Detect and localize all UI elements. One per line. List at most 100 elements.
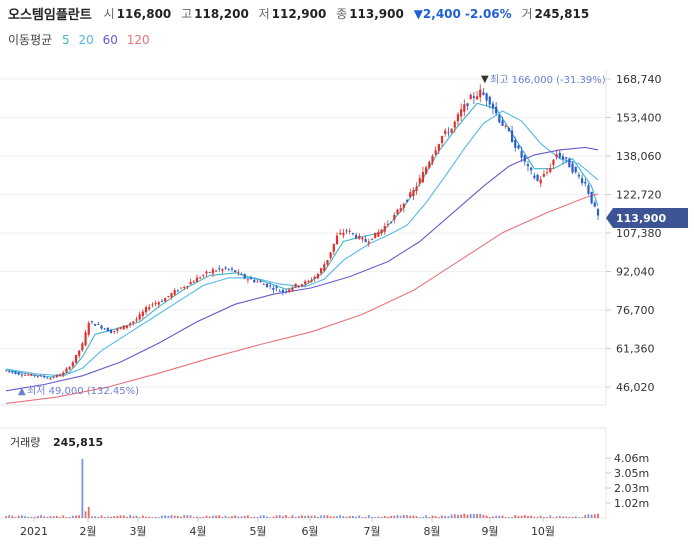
candle xyxy=(214,269,218,272)
volume-bar xyxy=(192,517,195,518)
volume-title: 거래량 245,815 xyxy=(10,436,103,449)
candle xyxy=(539,176,542,188)
candle xyxy=(52,376,55,379)
open-label: 시 xyxy=(103,7,115,21)
volume-bar xyxy=(568,516,571,518)
candle-body xyxy=(380,229,383,234)
volume-bar xyxy=(126,516,128,518)
volume-bar xyxy=(383,516,386,518)
volume-bar xyxy=(409,515,412,518)
candle-body xyxy=(561,156,565,160)
volume-bar xyxy=(434,516,437,518)
candle xyxy=(488,95,491,109)
candle-body xyxy=(335,235,339,245)
candle xyxy=(106,327,109,332)
low-marker-icon: ▲ xyxy=(18,386,26,397)
volume-bar xyxy=(495,515,498,518)
candle xyxy=(272,285,275,294)
ma-line-20 xyxy=(5,110,599,377)
candle-body xyxy=(450,128,453,133)
candle xyxy=(517,144,520,150)
volume-bar xyxy=(164,515,167,518)
volume-bar xyxy=(352,515,354,518)
candle xyxy=(565,157,568,164)
candle xyxy=(294,283,297,289)
candle xyxy=(59,373,62,377)
y-tick-label: 76,700 xyxy=(616,304,655,317)
volume-bar xyxy=(387,516,389,518)
candle xyxy=(520,146,523,162)
candle-body xyxy=(539,179,542,184)
volume-bar xyxy=(431,515,434,518)
candle-body xyxy=(495,106,498,114)
candle xyxy=(552,159,555,170)
volume-bar xyxy=(539,515,542,518)
candle xyxy=(116,327,119,334)
candle-body xyxy=(425,167,428,174)
volume-bar xyxy=(266,516,268,518)
volume-bar xyxy=(157,517,160,518)
volume-bar xyxy=(530,515,533,518)
candle xyxy=(186,285,189,290)
candle xyxy=(17,371,20,376)
volume-bar xyxy=(406,515,408,518)
volume-bar xyxy=(231,516,233,518)
candle xyxy=(361,236,364,243)
ma-line-5 xyxy=(5,102,599,378)
volume-tick-label: 2.03m xyxy=(614,482,649,495)
candle-body xyxy=(265,283,269,287)
volume-bar xyxy=(256,517,259,518)
candle xyxy=(46,376,49,379)
candle xyxy=(240,272,243,275)
low-label: 저 xyxy=(258,7,270,21)
candle xyxy=(577,172,581,179)
candle xyxy=(256,279,259,283)
candle-body xyxy=(466,103,469,107)
volume-bar xyxy=(437,516,440,518)
candle xyxy=(208,271,211,274)
ma-5-label[interactable]: 5 xyxy=(62,33,70,47)
candle-body xyxy=(358,235,361,239)
candle xyxy=(192,280,195,283)
candle xyxy=(313,275,316,282)
candle xyxy=(164,297,167,302)
volume-bar xyxy=(418,517,421,518)
candle-body xyxy=(558,152,561,158)
ma-60-label[interactable]: 60 xyxy=(102,33,118,47)
ma-120-label[interactable]: 120 xyxy=(126,33,150,47)
candle xyxy=(386,220,390,228)
ma-20-label[interactable]: 20 xyxy=(78,33,94,47)
volume-bar xyxy=(339,515,342,518)
candle xyxy=(189,278,192,285)
y-tick-label: 107,380 xyxy=(616,227,662,240)
candle xyxy=(103,327,106,330)
high-value: 118,200 xyxy=(194,6,249,21)
candle xyxy=(135,316,138,323)
candle xyxy=(129,321,132,328)
volume-bar xyxy=(317,516,319,518)
volume-bar xyxy=(571,516,574,518)
volume-bar xyxy=(173,515,176,518)
candle-body xyxy=(310,280,313,282)
volume-label: 거 xyxy=(521,7,533,21)
candle-body xyxy=(199,277,202,279)
volume-bar xyxy=(52,516,55,518)
candle xyxy=(390,221,393,224)
candle-body xyxy=(49,378,52,380)
candle-body xyxy=(132,321,135,323)
volume-bar xyxy=(517,515,520,518)
candle-body xyxy=(300,284,304,286)
volume-bar xyxy=(412,515,415,518)
candle xyxy=(501,116,504,126)
volume-bar xyxy=(374,516,377,518)
candle-body xyxy=(307,280,310,282)
candle-body xyxy=(526,164,530,167)
candle-body xyxy=(138,314,141,320)
volume-bar xyxy=(441,515,443,518)
candle-body xyxy=(221,269,224,271)
volume-bar xyxy=(301,515,303,518)
volume-bar xyxy=(36,516,39,518)
volume-bar xyxy=(578,517,580,518)
candle-body xyxy=(351,233,355,234)
candle xyxy=(138,311,141,321)
